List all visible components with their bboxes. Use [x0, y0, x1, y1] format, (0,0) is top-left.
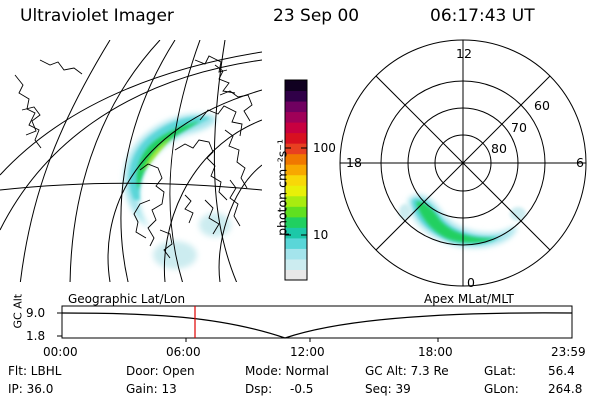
- polar-mlt-18: 18: [346, 155, 362, 170]
- colorbar-swatch: [285, 80, 307, 92]
- colorbar-swatch: [285, 132, 307, 144]
- time-label: 06:17:43 UT: [430, 6, 535, 26]
- aurora-left: [123, 113, 231, 269]
- geographic-map: [0, 40, 262, 282]
- colorbar-swatch: [285, 111, 307, 123]
- polar-mlt-0: 0: [467, 275, 475, 290]
- info-ip: IP: 36.0: [8, 382, 54, 396]
- polar-mlt-6: 6: [576, 155, 584, 170]
- colorbar-swatch: [285, 185, 307, 197]
- colorbar-swatch: [285, 164, 307, 176]
- colorbar-swatch: [285, 143, 307, 155]
- timeline-xtick-2359: 23:59: [551, 345, 586, 359]
- gc-alt-timeline: [57, 305, 573, 342]
- info-dsp-value: -0.5: [290, 382, 314, 396]
- info-seq: Seq: 39: [365, 382, 411, 396]
- info-glat-label: GLat:: [484, 364, 517, 378]
- polar-lat-70: 70: [511, 120, 527, 135]
- colorbar-label: photon cm⁻²s⁻¹: [274, 139, 290, 236]
- colorbar-swatch: [285, 174, 307, 186]
- info-door: Door: Open: [126, 364, 195, 378]
- info-glat-value: 56.4: [548, 364, 575, 378]
- colorbar-swatch: [285, 153, 307, 165]
- timeline-xtick-0600: 06:00: [166, 345, 201, 359]
- info-glon-value: 264.8: [548, 382, 583, 396]
- polar-mlt-12: 12: [456, 46, 472, 61]
- colorbar-tick-10: 10: [313, 228, 329, 242]
- info-gain: Gain: 13: [126, 382, 177, 396]
- date-label: 23 Sep 00: [273, 6, 360, 26]
- map-coastlines: [14, 55, 253, 259]
- timeline-ytick-1-8: 1.8: [26, 329, 46, 343]
- timeline-ytick-9: 9.0: [26, 306, 46, 320]
- info-filter: Flt: LBHL: [8, 364, 62, 378]
- left-map-title: Geographic Lat/Lon: [68, 292, 186, 306]
- polar-plot-title: Apex MLat/MLT: [424, 292, 514, 306]
- colorbar-swatch: [285, 122, 307, 134]
- info-glon-label: GLon:: [484, 382, 519, 396]
- timeline-xtick-1200: 12:00: [290, 345, 325, 359]
- colorbar-swatch: [285, 269, 307, 281]
- polar-lat-60: 60: [534, 98, 550, 113]
- map-meridians: [0, 40, 262, 282]
- colorbar-tick-100: 100: [313, 141, 336, 155]
- colorbar-swatch: [285, 206, 307, 218]
- info-dsp-label: Dsp:: [245, 382, 273, 396]
- colorbar-swatch: [285, 216, 307, 228]
- timeline-xtick-1800: 18:00: [418, 345, 453, 359]
- colorbar-swatch: [285, 227, 307, 239]
- colorbar: [284, 79, 308, 281]
- gc-alt-curve: [61, 312, 573, 339]
- colorbar-swatch: [285, 90, 307, 102]
- info-gc-alt: GC Alt: 7.3 Re: [365, 364, 449, 378]
- map-latitudes: [0, 89, 262, 282]
- colorbar-swatch: [285, 101, 307, 113]
- colorbar-swatch: [285, 248, 307, 260]
- colorbar-swatch: [285, 258, 307, 270]
- timeline-xtick-0000: 00:00: [43, 345, 78, 359]
- colorbar-swatch: [285, 195, 307, 207]
- timeline-axis-label: GC Alt: [11, 293, 25, 329]
- instrument-title: Ultraviolet Imager: [20, 6, 174, 26]
- info-mode: Mode: Normal: [245, 364, 329, 378]
- colorbar-swatch: [285, 237, 307, 249]
- polar-plot: [339, 39, 587, 287]
- polar-lat-80: 80: [491, 141, 507, 156]
